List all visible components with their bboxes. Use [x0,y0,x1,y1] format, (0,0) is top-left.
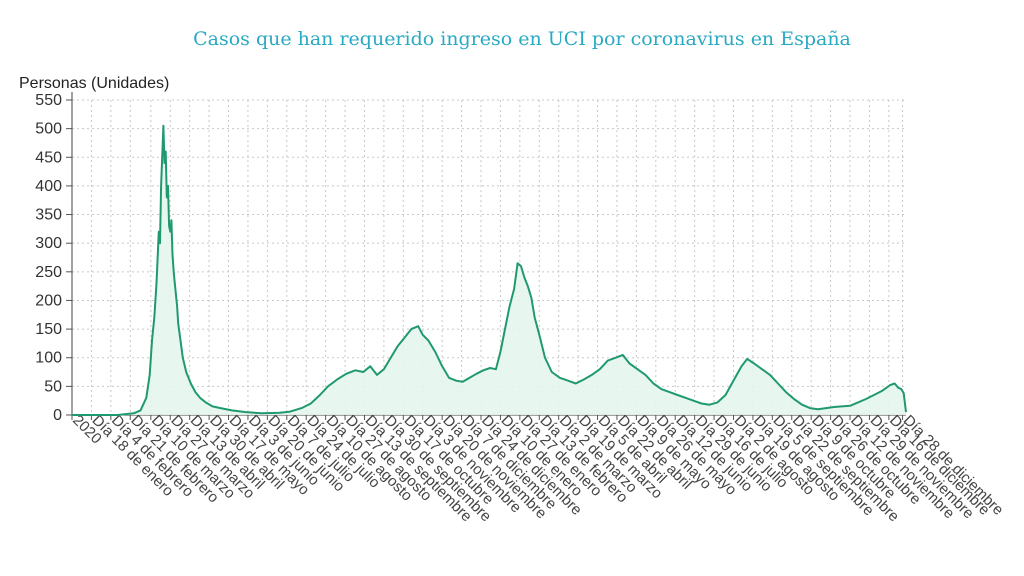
y-tick-label: 100 [35,350,62,367]
y-tick-label: 300 [35,235,62,252]
chart-title: Casos que han requerido ingreso en UCI p… [193,28,851,50]
y-tick-label: 400 [35,178,62,195]
y-tick-label: 550 [35,92,62,109]
y-tick-label: 500 [35,121,62,138]
y-tick-label: 250 [35,264,62,281]
y-tick-label: 150 [35,321,62,338]
y-tick-label: 200 [35,292,62,309]
y-tick-label: 450 [35,149,62,166]
y-axis-label: Personas (Unidades) [19,75,170,92]
series-line-0 [72,124,907,416]
series-area-0 [72,125,906,416]
y-tick-label: 50 [44,378,62,395]
y-tick-label: 0 [53,407,62,424]
y-tick-label: 350 [35,207,62,224]
